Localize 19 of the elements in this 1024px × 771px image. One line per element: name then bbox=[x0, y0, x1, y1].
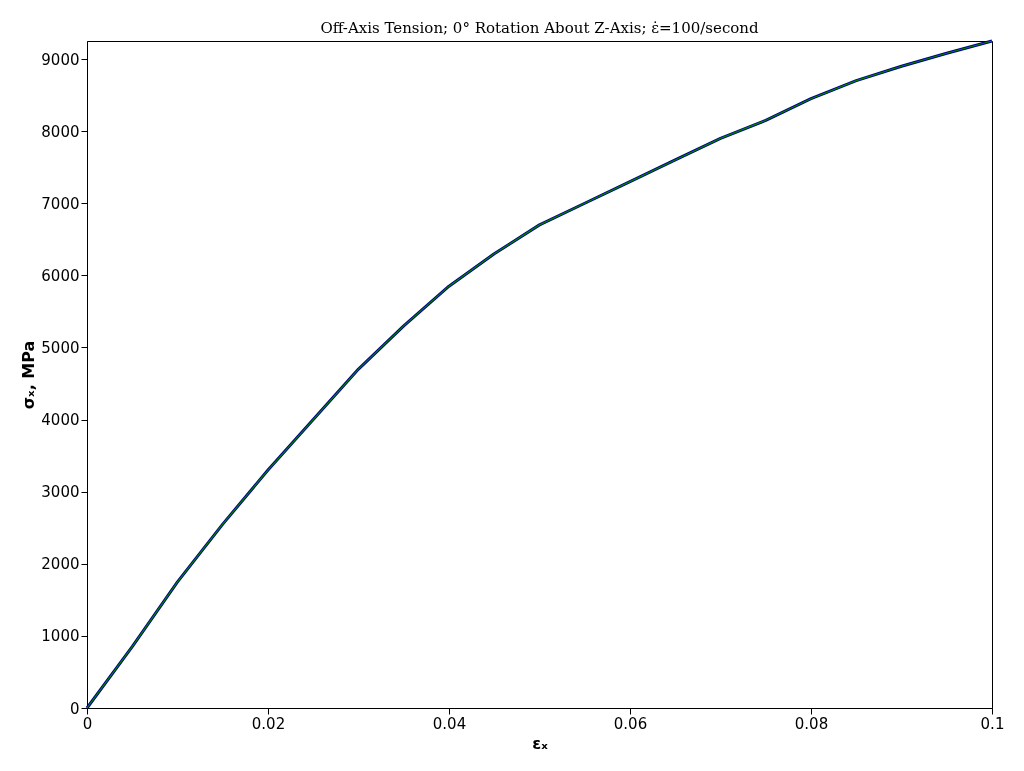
chart-title: Off-Axis Tension; 0° Rotation About Z-Axis; ε̇=100/second bbox=[320, 18, 759, 37]
y-tick-label: 4000 bbox=[41, 411, 80, 430]
y-tick-label: 2000 bbox=[41, 555, 80, 574]
y-tick-label: 5000 bbox=[41, 338, 80, 357]
y-tick-label: 3000 bbox=[41, 483, 80, 502]
y-tick-label: 6000 bbox=[41, 266, 80, 285]
y-tick-label: 9000 bbox=[41, 50, 80, 69]
x-tick-label: 0.02 bbox=[251, 714, 286, 733]
x-tick-label: 0 bbox=[82, 714, 93, 733]
x-tick-label: 0.04 bbox=[432, 714, 467, 733]
x-tick-label: 0.06 bbox=[613, 714, 648, 733]
y-tick-label: 0 bbox=[69, 699, 80, 718]
y-tick-label: 8000 bbox=[41, 122, 80, 141]
y-tick-label: 1000 bbox=[41, 627, 80, 646]
y-axis-title: σₓ, MPa bbox=[19, 340, 39, 410]
y-tick-label: 7000 bbox=[41, 194, 80, 213]
x-tick-label: 0.1 bbox=[980, 714, 1005, 733]
x-tick-label: 0.08 bbox=[794, 714, 829, 733]
x-axis-title: εₓ bbox=[532, 733, 549, 753]
